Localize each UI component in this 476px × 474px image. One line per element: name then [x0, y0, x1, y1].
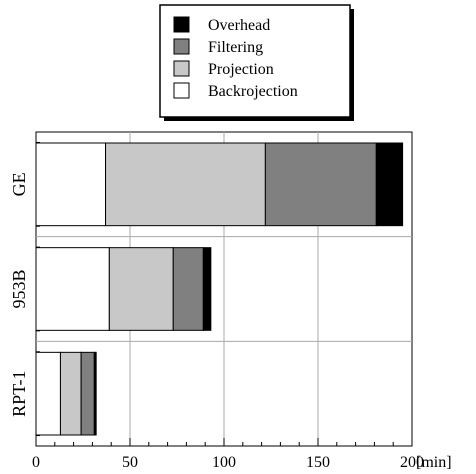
- bar-segment-projection-rpt-1: [59, 351, 82, 436]
- legend-swatch-overhead: [173, 16, 190, 33]
- legend-label-filtering: Filtering: [208, 39, 263, 56]
- x-tick-label: 0: [32, 454, 40, 469]
- bar-segment-backrojection-953b: [35, 247, 110, 331]
- legend-label-overhead: Overhead: [208, 17, 270, 34]
- bar-segment-overhead-953b: [202, 247, 212, 331]
- legend-label-backrojection: Backrojection: [208, 83, 298, 100]
- bar-segment-projection-953b: [108, 247, 174, 331]
- bar-segment-backrojection-ge: [35, 142, 107, 227]
- bar-segment-filtering-953b: [172, 247, 204, 331]
- category-label: RPT-1: [9, 370, 29, 416]
- bar-segment-backrojection-rpt-1: [35, 351, 61, 436]
- bar-segment-overhead-ge: [375, 142, 404, 227]
- x-tick-label: 50: [122, 454, 138, 469]
- legend-swatch-backrojection: [173, 82, 190, 99]
- bar-segment-overhead-rpt-1: [93, 351, 97, 436]
- x-tick-label: 100: [212, 454, 236, 469]
- bar-segment-projection-ge: [105, 142, 266, 227]
- x-tick-label: 200: [400, 454, 424, 469]
- category-label: GE: [9, 172, 29, 196]
- legend-label-projection: Projection: [208, 61, 274, 78]
- legend-swatch-projection: [173, 60, 190, 77]
- x-tick-label: 150: [306, 454, 330, 469]
- bar-segment-filtering-ge: [264, 142, 377, 227]
- legend-box: [159, 4, 351, 118]
- bar-segment-filtering-rpt-1: [80, 351, 95, 436]
- legend-swatch-filtering: [173, 38, 190, 55]
- x-axis-label: [min]: [416, 454, 452, 469]
- category-label: 953B: [9, 269, 29, 308]
